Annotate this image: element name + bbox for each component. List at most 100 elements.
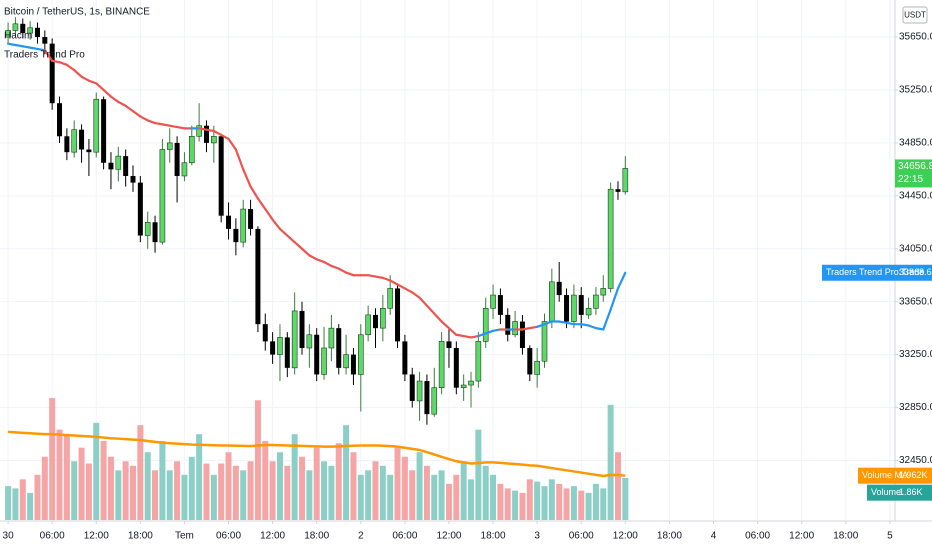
candle-body: [71, 129, 78, 153]
y-tick-label: 32450.00: [899, 455, 932, 466]
currency-box[interactable]: [902, 6, 928, 24]
x-tick-label: 18:00: [481, 531, 506, 542]
candle-body: [181, 162, 188, 177]
x-tick-label: 06:00: [216, 531, 241, 542]
volume-bar: [203, 463, 210, 520]
candle-body: [20, 23, 26, 34]
volume-bar: [218, 463, 225, 520]
trend-segment: [308, 254, 318, 261]
trend-segment: [602, 308, 612, 331]
volume-bar: [453, 474, 460, 520]
candle-body: [130, 175, 136, 183]
candle-body: [5, 30, 11, 38]
candle-body: [255, 228, 261, 325]
y-tick-label: 33650.00: [899, 296, 932, 307]
trend-segment: [396, 283, 406, 290]
volume-bar: [475, 429, 482, 520]
volume-axis-label: Volume: [871, 487, 901, 497]
volume-ma-axis-label: Volume MA: [862, 470, 908, 480]
x-tick-label: 06:00: [392, 531, 417, 542]
candle-body: [262, 324, 268, 342]
x-tick-label: 12:00: [613, 531, 638, 542]
candle-body: [123, 156, 129, 176]
trend-segment: [344, 271, 355, 277]
candle-body: [372, 314, 378, 329]
volume-bar: [299, 456, 306, 520]
trend-segment: [594, 327, 605, 331]
trend-segment: [543, 320, 553, 326]
candle-body: [446, 341, 452, 348]
volume-bar: [19, 479, 26, 520]
candle-body: [226, 215, 232, 229]
volume-bar: [321, 461, 328, 520]
volume-bar: [438, 470, 445, 520]
volume-bar: [614, 452, 621, 520]
candle-body: [365, 314, 371, 336]
trend-segment: [403, 287, 414, 294]
volume-bar: [570, 486, 577, 520]
trend-segment: [65, 63, 76, 72]
trend-segment: [242, 168, 252, 188]
trend-segment: [36, 47, 46, 52]
volume-bar: [578, 490, 585, 520]
volume-bar: [247, 461, 254, 520]
candle-body: [600, 288, 607, 296]
candle-body: [277, 337, 283, 355]
candle-body: [144, 221, 151, 236]
candle-body: [571, 294, 577, 322]
trend-segment: [293, 241, 304, 250]
volume-bar: [276, 452, 283, 520]
candle-body: [240, 208, 247, 243]
last-price-label: 34656.83: [898, 161, 932, 172]
candle-body: [468, 380, 474, 386]
candle-body: [196, 125, 202, 137]
candle-body: [86, 149, 92, 153]
trend-segment: [558, 320, 568, 324]
volume-bar: [409, 470, 416, 520]
x-tick-label: 4: [711, 531, 717, 542]
candle-body: [424, 381, 430, 415]
volume-bar: [379, 465, 386, 520]
volume-bar: [372, 461, 379, 520]
trend-segment: [521, 327, 531, 331]
trend-segment: [286, 234, 296, 244]
trend-segment: [87, 79, 98, 85]
candle-body: [328, 327, 335, 349]
y-tick-label: 34850.00: [899, 138, 932, 149]
trend-segment: [300, 247, 311, 257]
x-tick-label: 12:00: [260, 531, 285, 542]
volume-bar: [34, 474, 41, 520]
candle-body: [505, 314, 511, 335]
trend-axis-label: Traders Trend Pro:Trade: [826, 267, 924, 277]
currency[interactable]: USDT: [904, 11, 926, 20]
volume-bar: [592, 483, 599, 520]
candle-body: [593, 294, 599, 309]
trend-segment: [565, 321, 575, 326]
trend-segment: [131, 110, 142, 118]
y-tick-label: 32850.00: [899, 402, 932, 413]
y-tick-label: 35250.00: [899, 85, 932, 96]
trend-segment: [418, 296, 429, 307]
volume-bar: [350, 452, 357, 520]
last-price-box: [895, 159, 932, 188]
x-tick-label: Tem: [175, 531, 194, 542]
x-tick-label: 18:00: [833, 531, 858, 542]
volume-pane: [5, 398, 629, 520]
trend-segment: [139, 115, 149, 122]
volume-bar: [196, 434, 203, 520]
x-tick-label: 18:00: [304, 531, 329, 542]
trend-segment: [29, 46, 39, 51]
volume-bar: [306, 470, 313, 520]
volume-bar: [100, 440, 107, 520]
volume-bar: [394, 447, 401, 520]
volume-bar: [328, 465, 335, 520]
trend-segment: [609, 287, 620, 311]
candle-body: [453, 347, 459, 388]
x-tick-label: 12:00: [436, 531, 461, 542]
candle-body: [306, 334, 313, 349]
volume-bar: [490, 474, 497, 520]
legend-trend: Traders Trend Pro: [4, 50, 85, 61]
volume-bar: [12, 488, 19, 520]
candle-body: [527, 347, 533, 375]
